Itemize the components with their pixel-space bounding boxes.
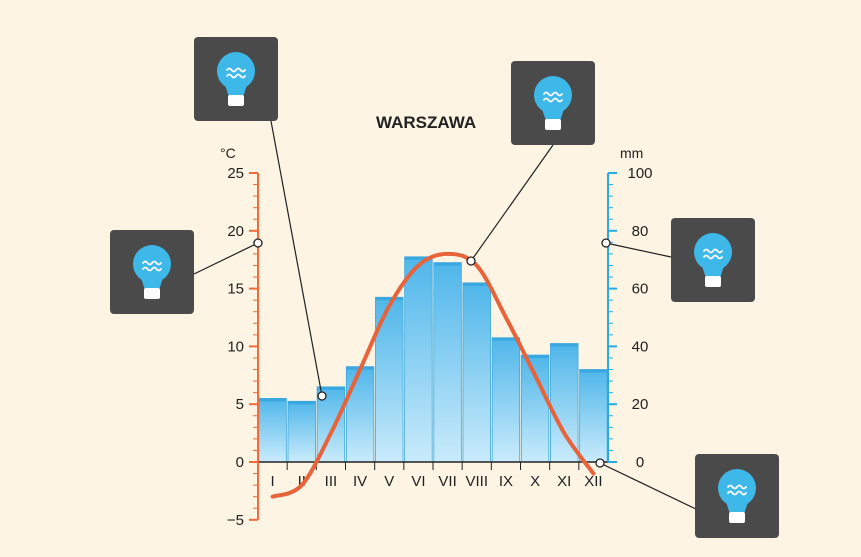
month-label-VI: VI (411, 473, 425, 490)
callout-left-axis[interactable] (110, 230, 263, 314)
callout-anchor-dot (601, 238, 611, 248)
precipitation-bar-cap (375, 297, 404, 301)
temperature-tick-label: 5 (236, 396, 244, 413)
month-label-VIII: VIII (465, 473, 488, 490)
lightbulb-icon (534, 76, 572, 130)
temperature-tick-label: 25 (227, 165, 244, 182)
temperature-curve (270, 251, 596, 499)
precipitation-bar-cap (404, 256, 433, 260)
lightbulb-icon (217, 52, 255, 106)
month-label-IV: IV (353, 473, 367, 490)
callout-anchor-dot (253, 238, 263, 248)
precipitation-bar-II (287, 400, 316, 463)
precipitation-bar-cap (317, 386, 345, 390)
precipitation-bar-cap (550, 343, 579, 347)
lightbulb-icon (718, 469, 756, 523)
precipitation-tick-label: 0 (636, 454, 644, 471)
callout-anchor-dot (466, 256, 476, 266)
month-label-I: I (270, 473, 274, 490)
month-label-XI: XI (557, 473, 571, 490)
precipitation-bar-I (258, 398, 287, 463)
callout-leader-line (605, 242, 672, 258)
precipitation-bar-cap (258, 398, 287, 402)
precipitation-tick-label: 60 (632, 281, 649, 298)
precipitation-axis: 0 20 40 60 80 100 (607, 165, 653, 471)
precipitation-bar-VI (404, 256, 433, 463)
temperature-tick-label: 10 (227, 338, 244, 355)
chart-title: WARSZAWA (376, 113, 476, 132)
precipitation-bar-VII (433, 262, 462, 463)
temperature-tick-label: −5 (227, 512, 244, 529)
month-label-IX: IX (499, 473, 513, 490)
month-label-VII: VII (438, 473, 456, 490)
callout-layer (110, 37, 779, 538)
precipitation-bars (258, 256, 608, 463)
callout-anchor-dot (595, 458, 605, 468)
callout-leader-line (599, 462, 701, 512)
month-labels: I II III IV V VI VII VIII IX X XI XII (270, 462, 603, 490)
temperature-axis: −5 0 5 10 15 20 25 (227, 165, 259, 529)
lightbulb-icon (133, 245, 171, 299)
callout-leader-line (270, 120, 323, 397)
precipitation-bar-cap (579, 369, 608, 373)
precipitation-unit: mm (620, 145, 643, 161)
callout-leader-line (470, 144, 554, 262)
temperature-tick-label: 0 (236, 454, 244, 471)
lightbulb-icon (694, 233, 732, 287)
callout-march-point[interactable] (194, 37, 327, 401)
month-label-II: II (298, 473, 306, 490)
precipitation-bar-IX (491, 337, 521, 463)
month-label-V: V (384, 473, 394, 490)
callout-temperature-line[interactable] (466, 61, 595, 266)
precipitation-tick-label: 80 (632, 223, 649, 240)
temperature-tick-label: 15 (227, 281, 244, 298)
month-label-III: III (325, 473, 338, 490)
callout-leader-line (193, 242, 259, 275)
precipitation-bar-cap (433, 262, 462, 266)
callout-right-axis[interactable] (601, 218, 755, 302)
precipitation-bar-VIII (462, 282, 491, 463)
month-label-X: X (530, 473, 540, 490)
callout-december-point[interactable] (595, 454, 779, 538)
precipitation-bar-cap (521, 355, 549, 359)
precipitation-tick-label: 40 (632, 338, 649, 355)
precipitation-tick-label: 20 (632, 396, 649, 413)
temperature-unit: °C (220, 145, 236, 161)
precipitation-bar-IV (345, 366, 375, 463)
precipitation-bar-cap (287, 401, 316, 405)
callout-anchor-dot (317, 391, 327, 401)
month-label-XII: XII (584, 473, 602, 490)
precipitation-bar-XII (579, 369, 608, 463)
precipitation-bar-cap (492, 337, 520, 341)
precipitation-tick-label: 100 (627, 165, 652, 182)
temperature-tick-label: 20 (227, 223, 244, 240)
precipitation-bar-cap (462, 282, 491, 286)
